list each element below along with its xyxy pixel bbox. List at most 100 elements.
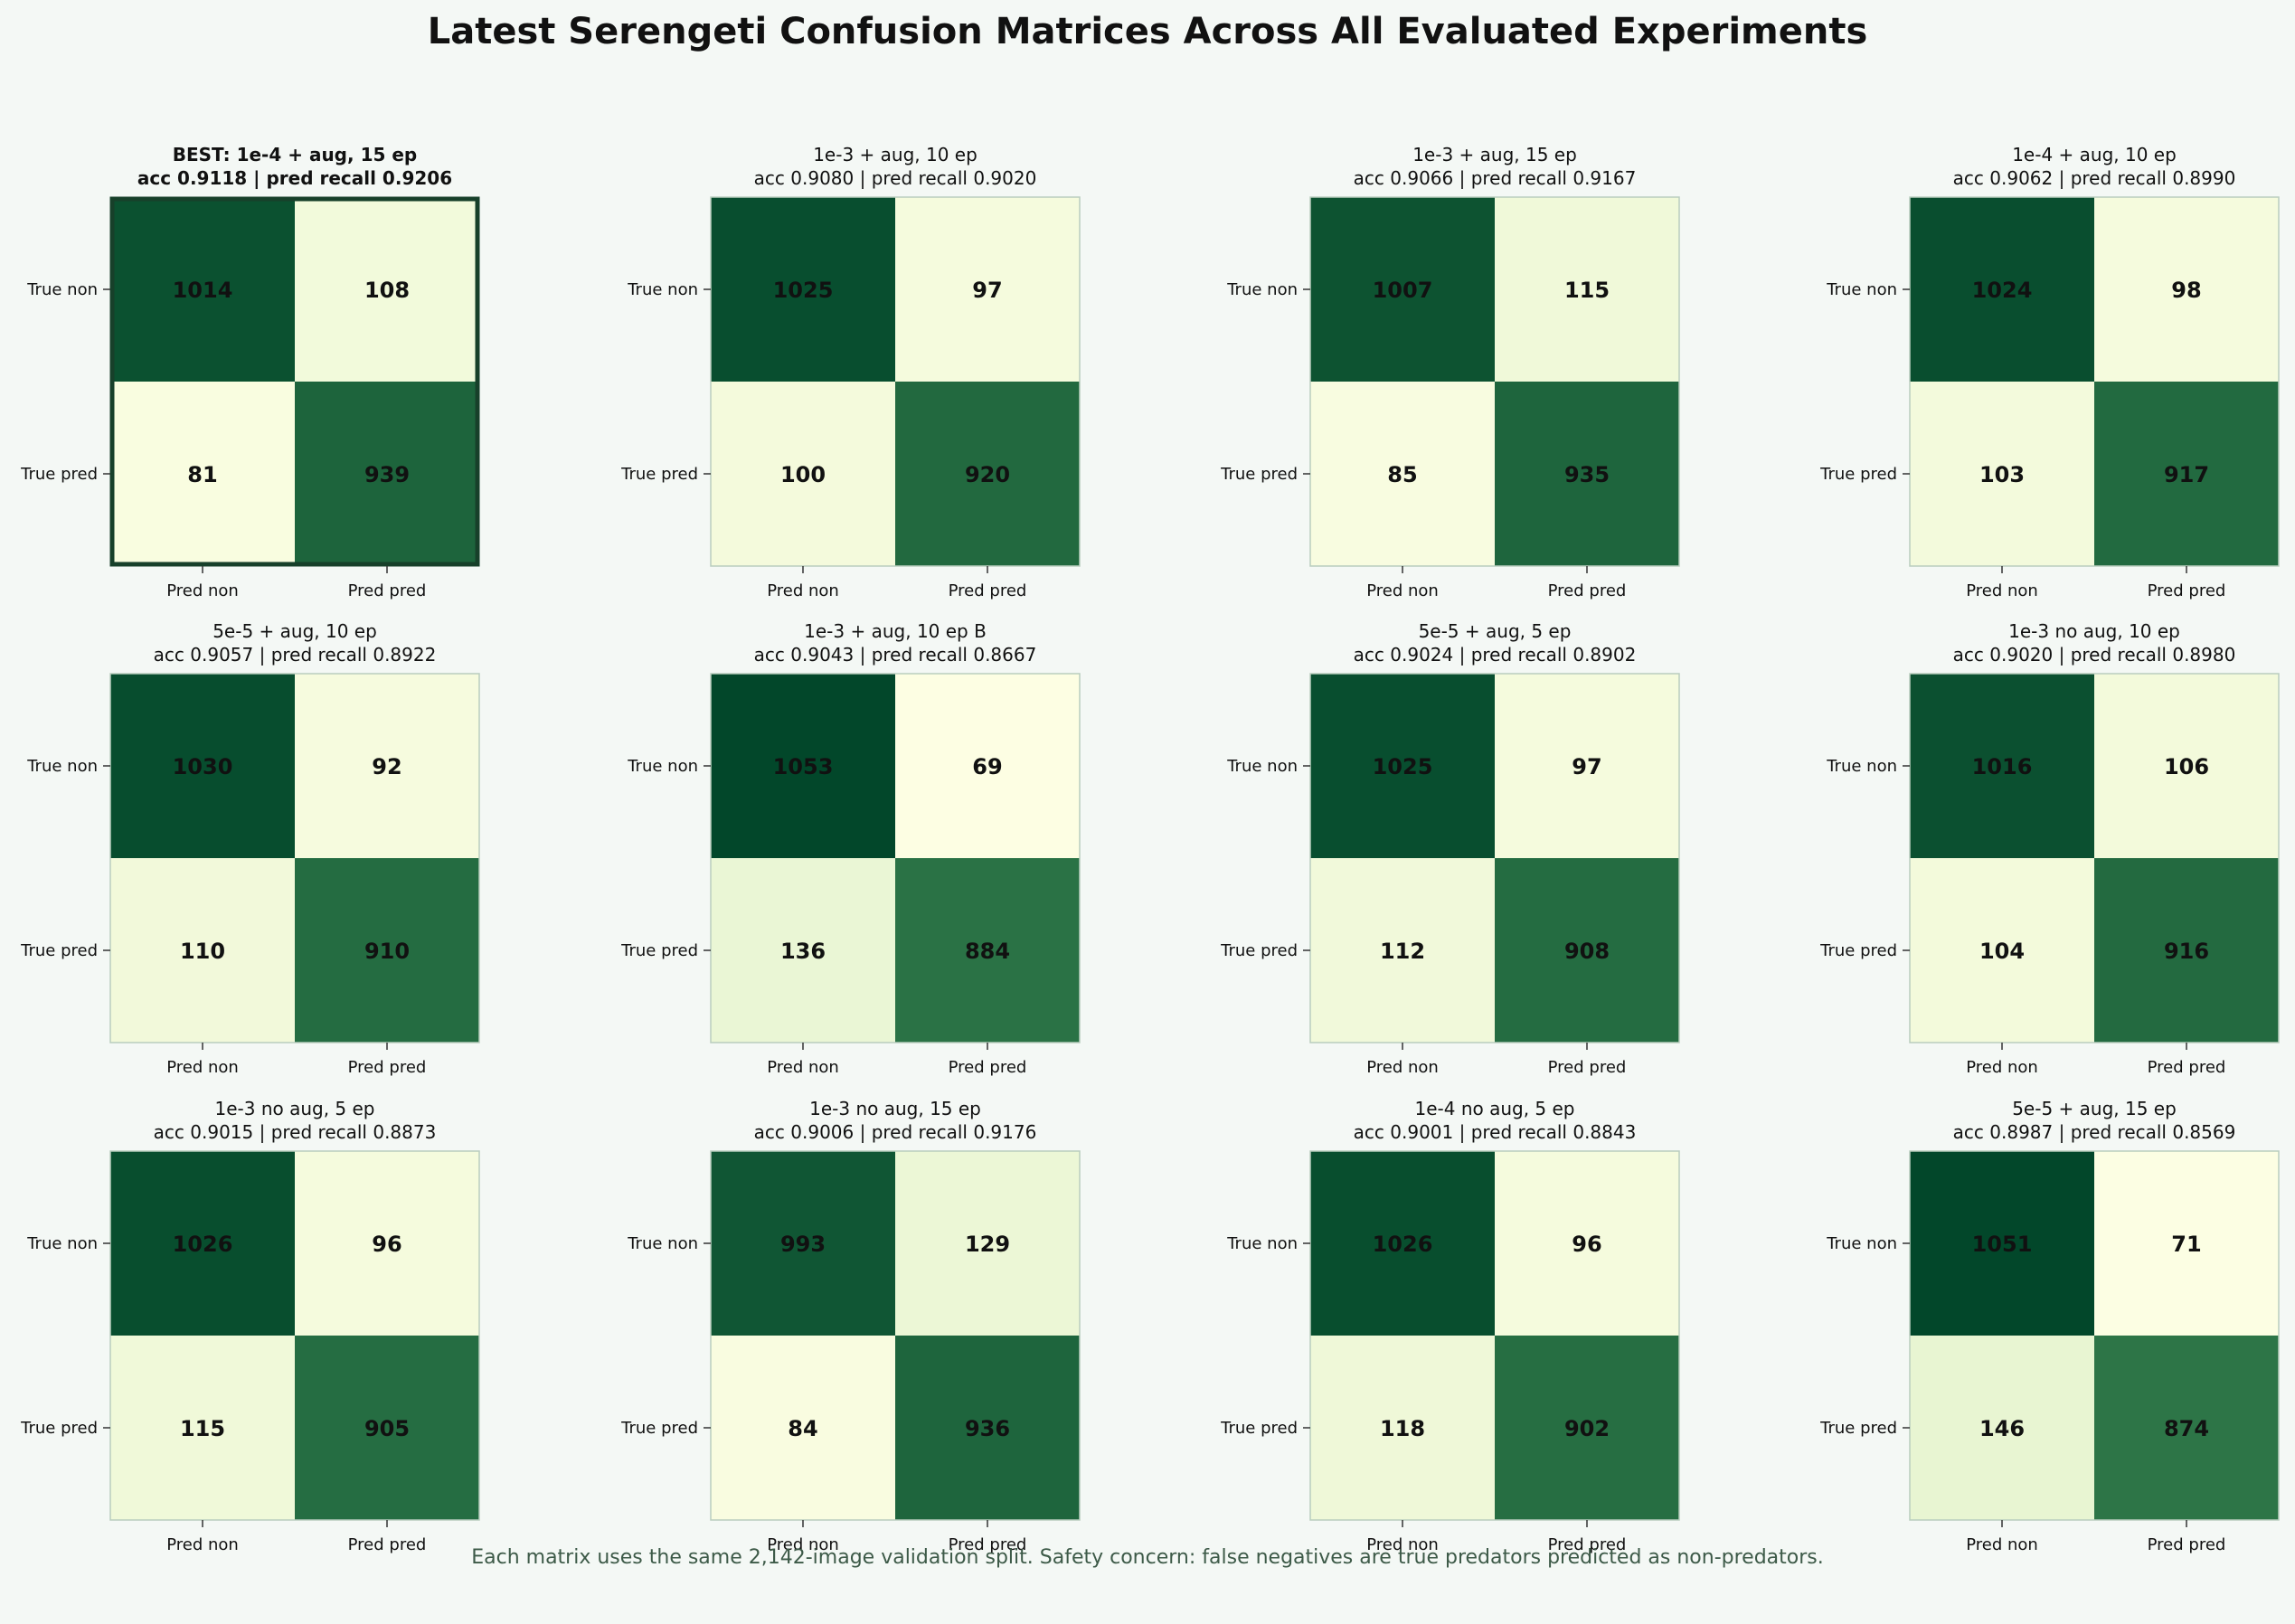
panel-subtitle: acc 0.9080 | pred recall 0.9020 bbox=[754, 167, 1037, 189]
x-tick-label: Pred non bbox=[166, 581, 239, 600]
panel-title: 1e-3 + aug, 10 ep bbox=[813, 144, 978, 165]
cell-value: 920 bbox=[965, 462, 1010, 487]
y-tick-label: True pred bbox=[20, 941, 98, 960]
cell-value: 106 bbox=[2164, 754, 2209, 779]
y-tick-label: True non bbox=[1226, 1234, 1298, 1253]
matrix-cell bbox=[711, 1151, 895, 1336]
cell-value: 936 bbox=[965, 1416, 1010, 1441]
cell-value: 100 bbox=[780, 462, 826, 487]
matrix-cell bbox=[711, 674, 895, 858]
x-tick-label: Pred pred bbox=[1548, 581, 1627, 600]
cell-value: 97 bbox=[972, 278, 1002, 303]
panel-subtitle: acc 0.9066 | pred recall 0.9167 bbox=[1354, 167, 1637, 189]
matrix-frame bbox=[109, 673, 480, 1043]
cell-value: 115 bbox=[1564, 278, 1610, 303]
matrix-frame bbox=[1309, 1150, 1680, 1521]
panel-title: 1e-3 + aug, 10 ep B bbox=[804, 620, 987, 642]
panel-title: 5e-5 + aug, 5 ep bbox=[1419, 620, 1572, 642]
matrix-frame bbox=[710, 673, 1081, 1043]
x-tick-label: Pred non bbox=[1366, 1535, 1439, 1554]
panel-subtitle: acc 0.9001 | pred recall 0.8843 bbox=[1354, 1121, 1637, 1143]
cell-value: 1026 bbox=[1373, 1232, 1433, 1257]
x-tick-label: Pred non bbox=[1966, 581, 2038, 600]
cell-value: 1030 bbox=[173, 754, 233, 779]
matrix-cell bbox=[295, 674, 479, 858]
best-highlight-border bbox=[109, 196, 480, 567]
chart-title: Latest Serengeti Confusion Matrices Acro… bbox=[428, 11, 1868, 52]
cell-value: 110 bbox=[180, 939, 225, 964]
x-tick-label: Pred non bbox=[1366, 581, 1439, 600]
y-tick-label: True pred bbox=[1220, 465, 1298, 484]
cell-value: 71 bbox=[2171, 1232, 2201, 1257]
matrix-cell bbox=[711, 1336, 895, 1520]
matrix-cell bbox=[1310, 1151, 1495, 1336]
y-tick-label: True pred bbox=[20, 465, 98, 484]
y-tick-label: True non bbox=[627, 1234, 698, 1253]
x-tick-label: Pred pred bbox=[1548, 1058, 1627, 1077]
y-tick-label: True pred bbox=[1220, 1419, 1298, 1438]
x-tick-label: Pred non bbox=[1966, 1058, 2038, 1077]
matrix-cell bbox=[895, 197, 1080, 382]
matrix-cell bbox=[2094, 674, 2279, 858]
matrix-frame bbox=[710, 1150, 1081, 1521]
cell-value: 874 bbox=[2164, 1416, 2209, 1441]
matrix-frame bbox=[1309, 673, 1680, 1043]
x-tick-label: Pred non bbox=[1966, 1535, 2038, 1554]
matrix-cell bbox=[1910, 1151, 2094, 1336]
y-tick-label: True non bbox=[1226, 757, 1298, 776]
x-tick-label: Pred non bbox=[767, 1058, 839, 1077]
matrix-cell bbox=[110, 1336, 295, 1520]
matrix-cell bbox=[1310, 674, 1495, 858]
matrix-frame bbox=[1309, 196, 1680, 567]
cell-value: 916 bbox=[2164, 939, 2209, 964]
cell-value: 98 bbox=[2171, 278, 2201, 303]
cell-value: 1051 bbox=[1972, 1232, 2033, 1257]
cell-value: 136 bbox=[780, 939, 826, 964]
cell-value: 85 bbox=[1387, 462, 1417, 487]
matrix-cell bbox=[711, 197, 895, 382]
cell-value: 1024 bbox=[1972, 278, 2033, 303]
matrix-frame bbox=[1909, 1150, 2280, 1521]
matrix-cell bbox=[1910, 382, 2094, 566]
x-tick-label: Pred pred bbox=[348, 581, 427, 600]
cell-value: 1025 bbox=[773, 278, 834, 303]
x-tick-label: Pred pred bbox=[949, 1535, 1027, 1554]
x-tick-label: Pred non bbox=[1366, 1058, 1439, 1077]
matrix-cell bbox=[1495, 1336, 1679, 1520]
matrix-cell bbox=[110, 1151, 295, 1336]
cell-value: 118 bbox=[1380, 1416, 1425, 1441]
panel-subtitle: acc 0.9062 | pred recall 0.8990 bbox=[1953, 167, 2236, 189]
panel-title: 1e-4 + aug, 10 ep bbox=[2012, 144, 2177, 165]
cell-value: 1026 bbox=[173, 1232, 233, 1257]
panel-title: 1e-3 + aug, 15 ep bbox=[1412, 144, 1577, 165]
matrix-cell bbox=[1910, 858, 2094, 1043]
cell-value: 902 bbox=[1564, 1416, 1610, 1441]
matrix-cell bbox=[1495, 1151, 1679, 1336]
cell-value: 97 bbox=[1572, 754, 1601, 779]
y-tick-label: True pred bbox=[1819, 941, 1897, 960]
matrix-cell bbox=[895, 858, 1080, 1043]
x-tick-label: Pred pred bbox=[949, 581, 1027, 600]
y-tick-label: True non bbox=[627, 757, 698, 776]
panel-subtitle: acc 0.9006 | pred recall 0.9176 bbox=[754, 1121, 1037, 1143]
cell-value: 935 bbox=[1564, 462, 1610, 487]
matrix-cell bbox=[1310, 1336, 1495, 1520]
y-tick-label: True non bbox=[1826, 1234, 1897, 1253]
x-tick-label: Pred pred bbox=[348, 1058, 427, 1077]
matrix-cell bbox=[1910, 1336, 2094, 1520]
cell-value: 1014 bbox=[173, 278, 233, 303]
cell-value: 146 bbox=[1979, 1416, 2025, 1441]
y-tick-label: True non bbox=[1826, 757, 1897, 776]
matrix-cell bbox=[2094, 858, 2279, 1043]
matrix-cell bbox=[2094, 1151, 2279, 1336]
x-tick-label: Pred pred bbox=[2148, 1535, 2226, 1554]
chart-footnote: Each matrix uses the same 2,142-image va… bbox=[471, 1546, 1824, 1569]
matrix-cell bbox=[711, 858, 895, 1043]
matrix-cell bbox=[1495, 382, 1679, 566]
x-tick-label: Pred non bbox=[767, 1535, 839, 1554]
